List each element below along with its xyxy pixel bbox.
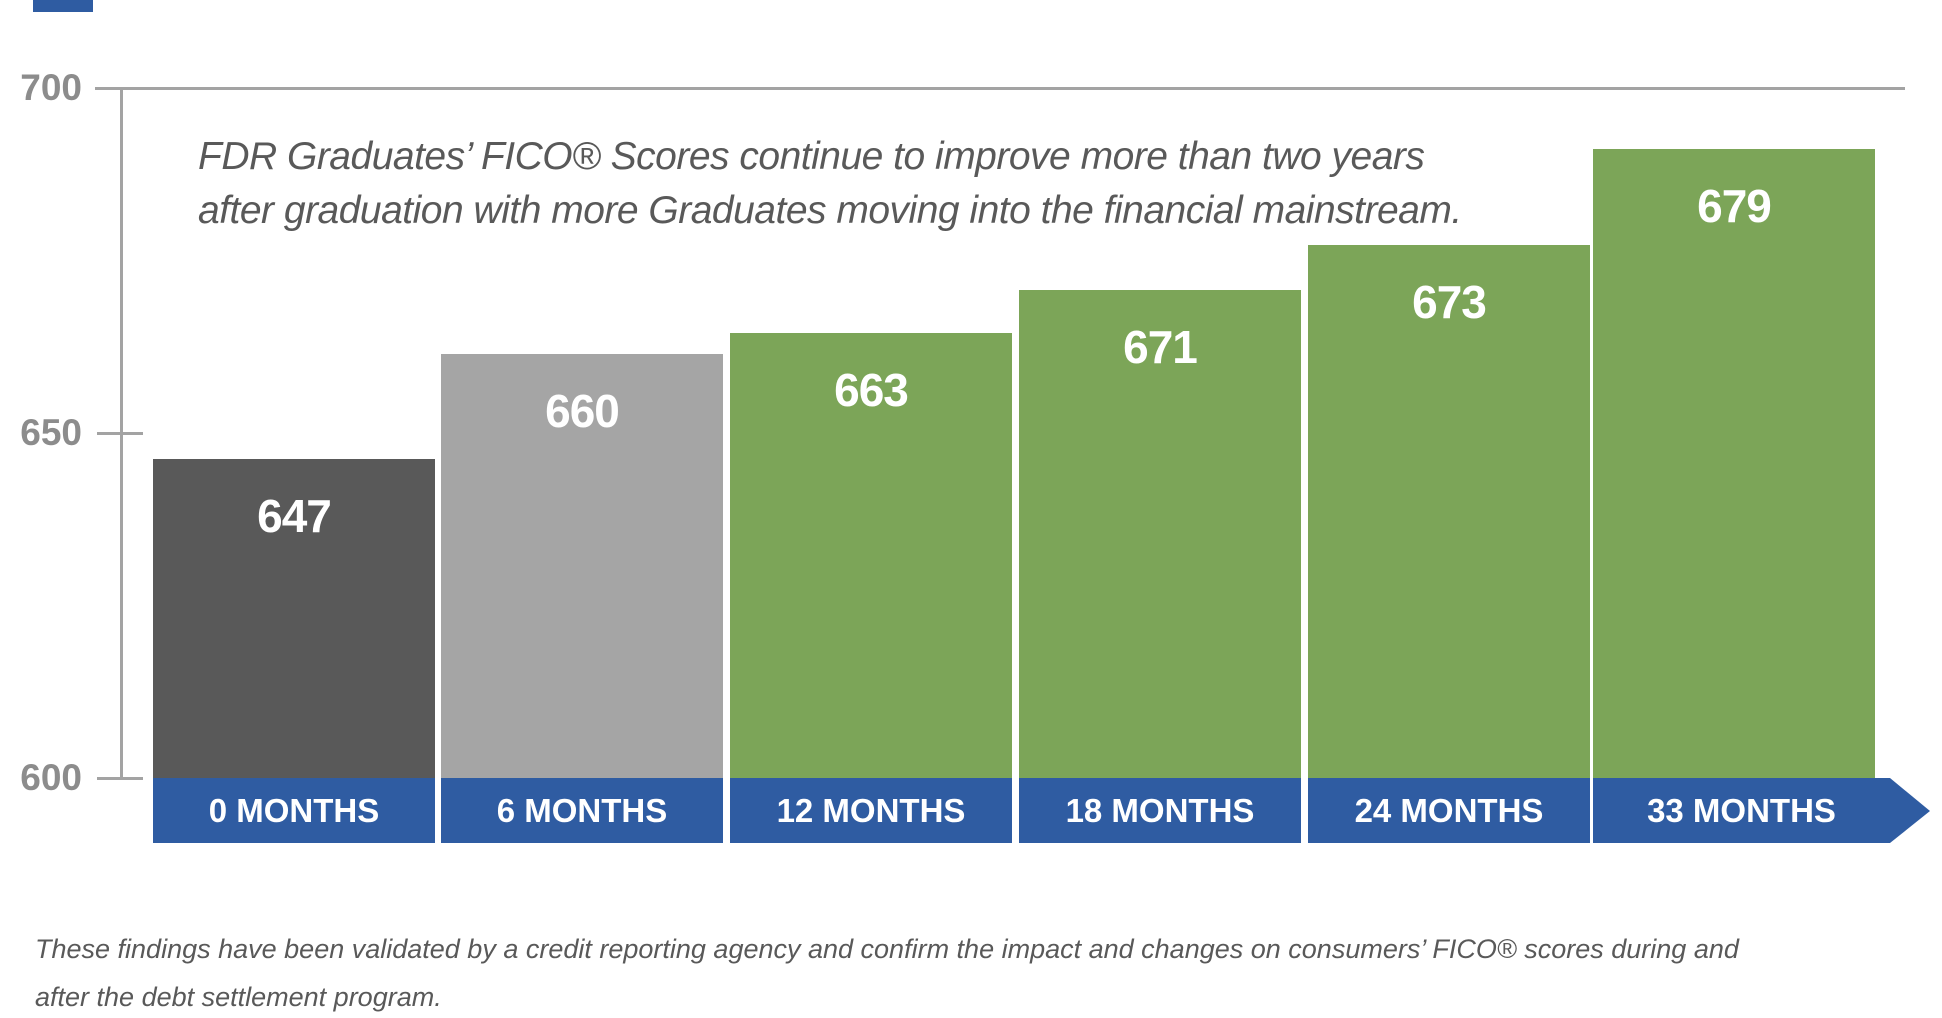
bar-value-label: 660	[545, 385, 620, 437]
x-label-band-12-months: 12 MONTHS	[730, 778, 1012, 843]
bar-value-label: 647	[257, 490, 332, 542]
footnote-line-1: These findings have been validated by a …	[35, 934, 1739, 964]
y-axis-label-600: 600	[20, 757, 82, 798]
x-label-band-18-months: 18 MONTHS	[1019, 778, 1301, 843]
bar-12-months: 663	[730, 333, 1012, 778]
bar-33-months: 679	[1593, 149, 1875, 778]
gridline-700	[95, 87, 1905, 90]
bar-24-months: 673	[1308, 245, 1590, 778]
y-axis-label-700: 700	[20, 67, 82, 108]
x-label-band-33-months-arrow: 33 MONTHS	[1593, 778, 1930, 843]
x-category-label: 12 MONTHS	[776, 791, 966, 829]
x-label-band-24-months: 24 MONTHS	[1308, 778, 1590, 843]
chart-title-line-2: after graduation with more Graduates mov…	[198, 189, 1462, 232]
bar-18-months: 671	[1019, 290, 1301, 778]
y-tick-600	[97, 777, 143, 780]
bar-0-months: 647	[153, 459, 435, 778]
bar-value-label: 663	[834, 364, 909, 416]
x-category-label: 24 MONTHS	[1354, 791, 1544, 829]
chart-title-line-1: FDR Graduates’ FICO® Scores continue to …	[198, 135, 1425, 178]
logo-fragment	[33, 0, 93, 12]
y-axis-label-650: 650	[20, 412, 82, 453]
footnote: These findings have been validated by a …	[35, 925, 1739, 1018]
bar-6-months: 660	[441, 354, 723, 778]
bar-value-label: 671	[1123, 321, 1198, 373]
x-category-label: 6 MONTHS	[496, 791, 668, 829]
x-category-label: 0 MONTHS	[208, 791, 380, 829]
bar-value-label: 679	[1697, 180, 1772, 232]
chart-title: FDR Graduates’ FICO® Scores continue to …	[198, 130, 1462, 238]
footnote-line-2: after the debt settlement program.	[35, 982, 442, 1012]
x-category-label: 18 MONTHS	[1065, 791, 1255, 829]
x-label-band-6-months: 6 MONTHS	[441, 778, 723, 843]
y-tick-650	[97, 432, 143, 435]
x-category-label: 33 MONTHS	[1647, 791, 1836, 829]
bar-value-label: 673	[1412, 276, 1487, 328]
x-label-band-0-months: 0 MONTHS	[153, 778, 435, 843]
